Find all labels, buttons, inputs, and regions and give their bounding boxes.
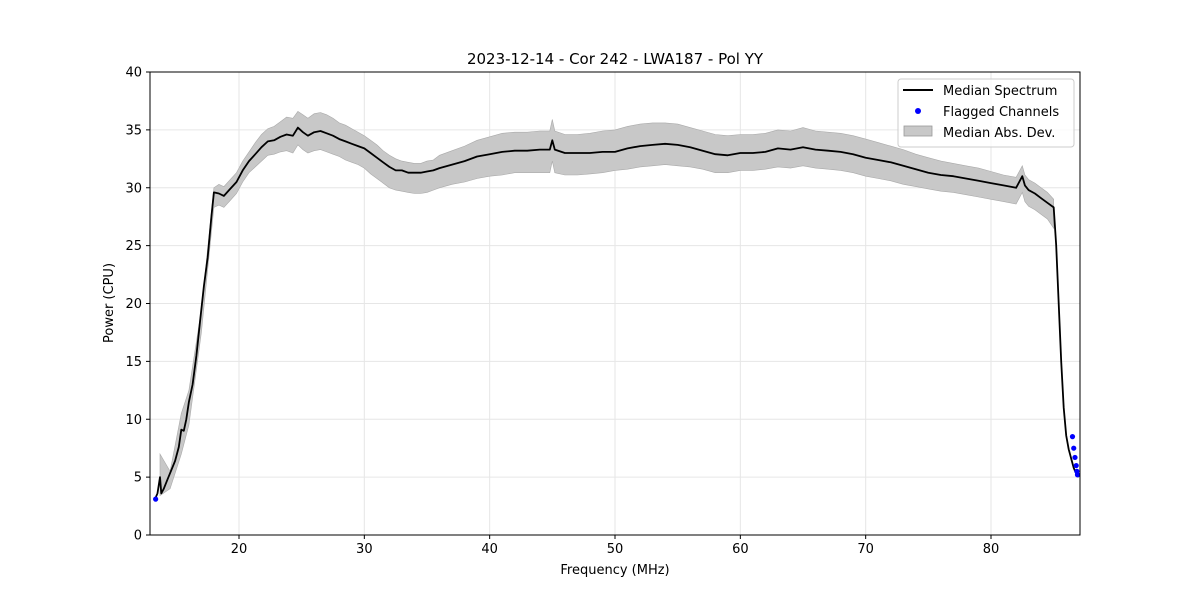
y-tick-label: 40: [125, 66, 142, 81]
x-tick-label: 60: [732, 542, 749, 557]
y-tick-label: 15: [125, 355, 142, 370]
y-axis-ticks: 0 5 10 15 20 25 30 35 40: [125, 66, 150, 544]
y-tick-label: 35: [125, 123, 142, 138]
y-tick-label: 10: [125, 413, 142, 428]
legend-dot-swatch: [915, 108, 921, 114]
legend-label-median-spectrum: Median Spectrum: [943, 84, 1057, 99]
x-tick-label: 50: [607, 542, 624, 557]
y-tick-label: 25: [125, 239, 142, 254]
flagged-channel-point: [1073, 462, 1079, 469]
flagged-channel-point: [1069, 434, 1076, 440]
legend-box: [897, 78, 1075, 148]
flagged-channel-point: [1074, 472, 1081, 478]
legend-band-swatch: [903, 125, 933, 137]
flagged-channels-points: [153, 434, 1081, 502]
x-tick-label: 30: [356, 542, 373, 557]
legend-label-median-abs-dev: Median Abs. Dev.: [943, 126, 1055, 141]
x-tick-label: 80: [983, 542, 1000, 557]
flagged-channel-point: [1071, 445, 1077, 451]
median-spectrum-line: [154, 126, 1080, 500]
flagged-channel-point: [153, 496, 159, 502]
y-tick-label: 30: [125, 181, 142, 196]
chart-title: 2023-12-14 - Cor 242 - LWA187 - Pol YY: [467, 50, 764, 68]
legend: Median Spectrum Flagged Channels Median …: [897, 78, 1075, 148]
y-tick-label: 20: [125, 297, 142, 312]
y-tick-label: 0: [134, 529, 142, 544]
x-tick-label: 40: [481, 542, 498, 557]
median-abs-dev-band: [159, 110, 1054, 497]
mad-band-area: [159, 110, 1054, 497]
flagged-channel-point: [1072, 454, 1078, 461]
y-axis-label: Power (CPU): [102, 263, 117, 343]
legend-label-flagged-channels: Flagged Channels: [943, 105, 1059, 120]
x-axis-label: Frequency (MHz): [560, 563, 669, 578]
x-tick-label: 70: [857, 542, 874, 557]
x-tick-label: 20: [231, 542, 248, 557]
y-tick-label: 5: [134, 471, 142, 486]
x-axis-ticks: 20 30 40 50 60 70 80: [231, 535, 1000, 557]
median-spectrum-path: [154, 126, 1080, 500]
